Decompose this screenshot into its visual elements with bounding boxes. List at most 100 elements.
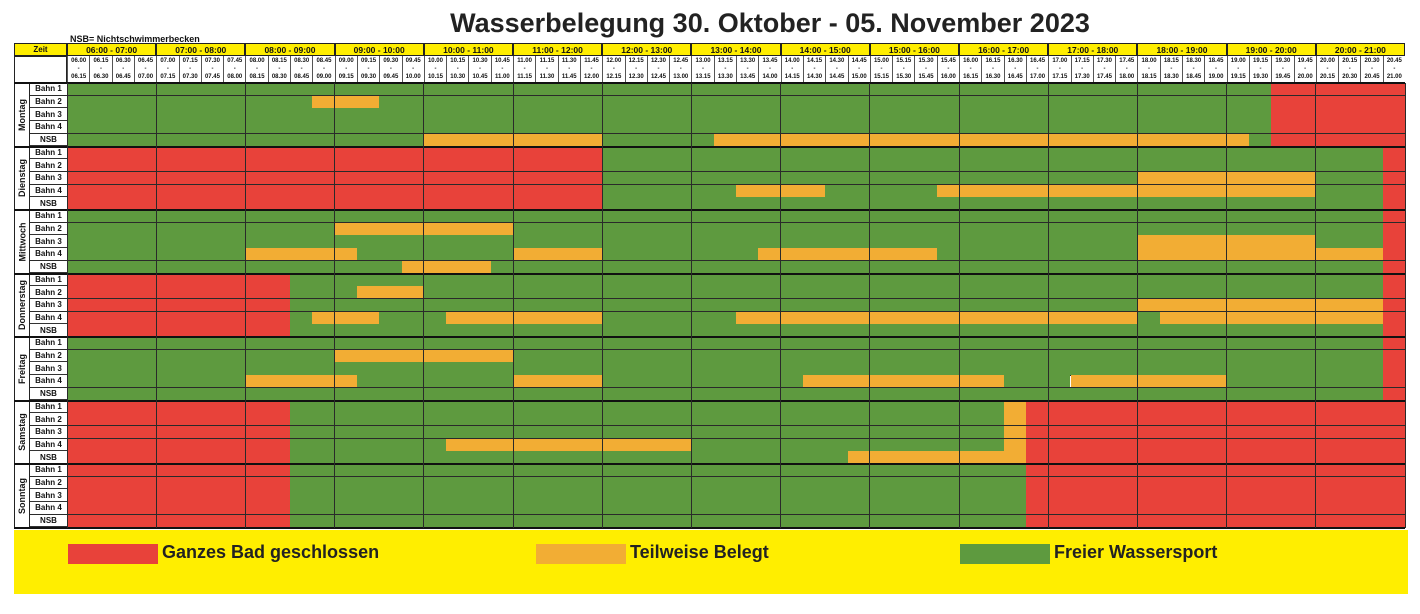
legend-label-free: Freier Wassersport: [1054, 542, 1218, 562]
slot-free: [67, 121, 1272, 134]
lane-label: Bahn 4: [30, 375, 67, 388]
quarter-header: 09.15-09.30: [356, 56, 380, 83]
hour-header: 11:00 - 12:00: [513, 43, 603, 56]
day-label-dienstag: Dienstag: [14, 146, 30, 210]
slot-free: [290, 464, 1026, 477]
quarter-header: 09.00-09.15: [334, 56, 357, 83]
quarter-header: 17.30-17.45: [1092, 56, 1116, 83]
slot-free: [290, 273, 1383, 287]
slot-free: [290, 451, 848, 464]
quarter-header: 20.45-21.00: [1382, 56, 1405, 83]
quarter-header: 13.00-13.15: [691, 56, 714, 83]
slot-free: [1315, 235, 1383, 249]
slot-free: [1315, 171, 1383, 185]
slot-free: [1315, 184, 1383, 198]
lane-label: Bahn 1: [30, 337, 67, 350]
quarter-header: 15.00-15.15: [869, 56, 893, 83]
slot-free: [602, 159, 1383, 172]
slot-free: [290, 425, 1004, 439]
slot-closed: [1025, 438, 1405, 452]
quarter-header: 09.30-09.45: [379, 56, 402, 83]
slot-closed: [1382, 324, 1405, 337]
slot-closed: [1271, 95, 1405, 109]
quarter-header: 08.00-08.15: [245, 56, 268, 83]
slot-closed: [1382, 235, 1405, 249]
slot-free: [1003, 375, 1071, 388]
quarter-header: 07.15-07.30: [178, 56, 201, 83]
day-divider: [14, 399, 1405, 402]
slot-free: [602, 133, 714, 147]
hour-divider: [1226, 83, 1228, 528]
lane-label: Bahn 3: [30, 298, 67, 312]
quarter-header: 18.45-19.00: [1204, 56, 1227, 83]
slot-free: [602, 311, 736, 325]
quarter-header: 11.45-12.00: [579, 56, 603, 83]
slot-partial: [1159, 311, 1383, 325]
day-label-mittwoch: Mittwoch: [14, 210, 30, 274]
slot-free: [67, 362, 1383, 376]
legend-swatch-partial: [536, 544, 626, 564]
lane-label: Bahn 2: [30, 222, 67, 236]
slot-closed: [1025, 451, 1405, 464]
quarter-header: 13.30-13.45: [736, 56, 759, 83]
hour-header: 15:00 - 16:00: [869, 43, 959, 56]
quarter-header: 12.45-13.00: [669, 56, 692, 83]
slot-closed: [1382, 210, 1405, 223]
slot-free: [513, 349, 1383, 363]
slot-free: [290, 413, 1004, 426]
slot-partial: [1003, 413, 1026, 426]
slot-closed: [67, 514, 290, 528]
slot-closed: [1382, 362, 1405, 376]
slot-partial: [1003, 400, 1026, 414]
slot-free: [490, 260, 1383, 274]
hour-divider: [1404, 83, 1406, 528]
hour-divider: [244, 83, 246, 528]
day-divider: [14, 272, 1405, 275]
quarter-header: 19.45-20.00: [1293, 56, 1316, 83]
legend-swatch-free: [960, 544, 1050, 564]
hour-divider: [1047, 83, 1049, 528]
lane-label: Bahn 1: [30, 400, 67, 414]
slot-closed: [1382, 171, 1405, 185]
slot-partial: [802, 375, 1004, 388]
slot-closed: [67, 464, 290, 477]
hour-header: 07:00 - 08:00: [156, 43, 246, 56]
slot-free: [67, 108, 1272, 122]
slot-closed: [1382, 273, 1405, 287]
quarter-header: 10.45-11.00: [490, 56, 513, 83]
hour-divider: [1315, 83, 1317, 528]
zeit-sub-blank: [14, 56, 67, 83]
slot-closed: [67, 502, 290, 515]
quarter-header: 15.45-16.00: [936, 56, 959, 83]
hour-header: 09:00 - 10:00: [334, 43, 424, 56]
lane-label: Bahn 2: [30, 413, 67, 426]
quarter-header: 14.30-14.45: [825, 56, 848, 83]
legend-label-partial: Teilweise Belegt: [630, 542, 769, 562]
lane-label: Bahn 3: [30, 108, 67, 122]
hour-divider: [66, 83, 68, 528]
hour-header: 14:00 - 15:00: [780, 43, 870, 56]
slot-closed: [67, 476, 290, 490]
day-label-samstag: Samstag: [14, 400, 30, 464]
slot-closed: [1025, 413, 1405, 426]
quarter-header: 07.30-07.45: [200, 56, 224, 83]
slot-free: [290, 286, 357, 299]
hour-header: 17:00 - 18:00: [1048, 43, 1138, 56]
slot-closed: [1025, 425, 1405, 439]
slot-free: [602, 197, 1383, 210]
slot-free: [290, 298, 1138, 312]
slot-closed: [67, 400, 290, 414]
quarter-header: 20.00-20.15: [1315, 56, 1339, 83]
quarter-header: 18.15-18.30: [1159, 56, 1182, 83]
slot-free: [602, 248, 759, 261]
slot-closed: [1382, 298, 1405, 312]
slot-closed: [1025, 464, 1405, 477]
slot-closed: [1382, 349, 1405, 363]
quarter-header: 17.00-17.15: [1048, 56, 1071, 83]
slot-closed: [1025, 502, 1405, 515]
quarter-header: 16.30-16.45: [1003, 56, 1026, 83]
slot-closed: [67, 324, 290, 337]
hour-header: 08:00 - 09:00: [245, 43, 335, 56]
slot-closed: [1382, 286, 1405, 299]
slot-closed: [1382, 184, 1405, 198]
